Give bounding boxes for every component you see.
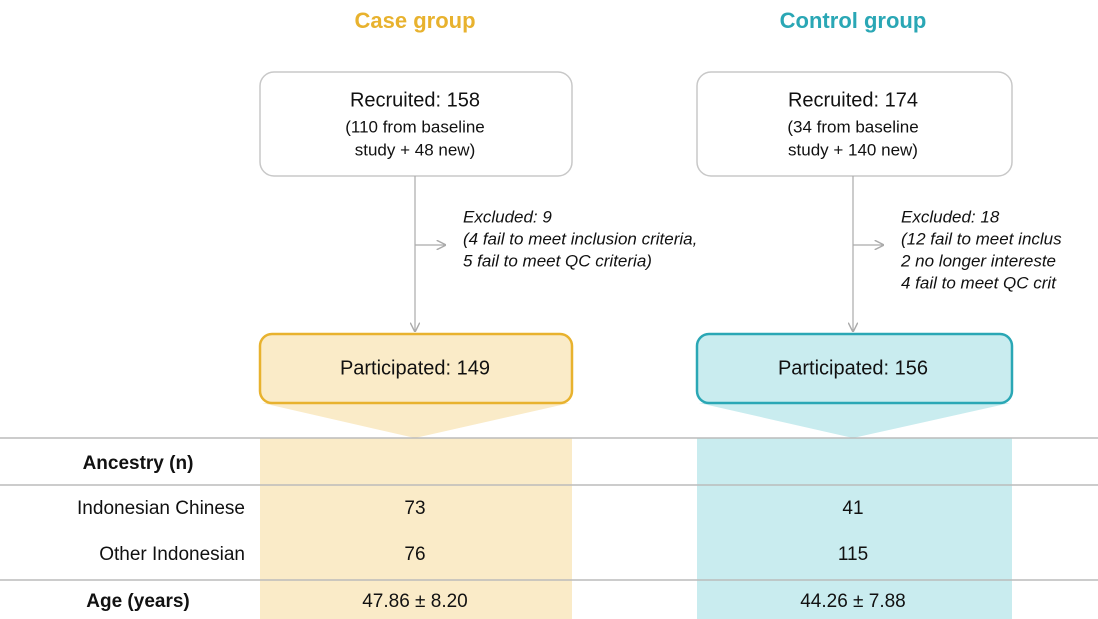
participated-text: Participated: 156 [778,357,928,379]
column-shade [697,438,1012,619]
row-label: Other Indonesian [99,544,245,565]
table-cell: 47.86 ± 8.20 [362,591,468,612]
recruited-box [259,71,573,177]
excluded-text: (12 fail to meet inclus [901,229,1062,248]
funnel [262,403,570,438]
excluded-text: Excluded: 9 [463,207,552,226]
excluded-text: 2 no longer intereste [900,251,1056,270]
group-title: Case group [354,8,475,33]
recruited-title: Recruited: 158 [350,89,480,111]
excluded-text: (4 fail to meet inclusion criteria, [463,229,697,248]
table-cell: 73 [404,498,425,519]
excluded-text: 4 fail to meet QC crit [901,273,1057,292]
recruited-detail: study + 140 new) [788,140,918,159]
table-cell: 76 [404,544,425,565]
funnel [699,403,1010,438]
table-cell: 41 [842,498,863,519]
excluded-text: Excluded: 18 [901,207,1000,226]
group-title: Control group [780,8,927,33]
column-shade [260,438,572,619]
table-cell: 115 [838,544,868,565]
excluded-text: 5 fail to meet QC criteria) [463,251,652,270]
participated-box [258,332,574,405]
row-label: Age (years) [86,591,190,612]
table-cell: 44.26 ± 7.88 [800,591,906,612]
recruited-detail: (34 from baseline [787,117,918,136]
recruited-detail: (110 from baseline [345,117,485,136]
recruited-detail: study + 48 new) [355,140,476,159]
table-header: Ancestry (n) [83,453,194,474]
recruited-box [696,71,1013,177]
row-label: Indonesian Chinese [77,498,245,519]
participated-text: Participated: 149 [340,357,490,379]
recruited-title: Recruited: 174 [788,89,918,111]
participated-box [695,332,1014,405]
